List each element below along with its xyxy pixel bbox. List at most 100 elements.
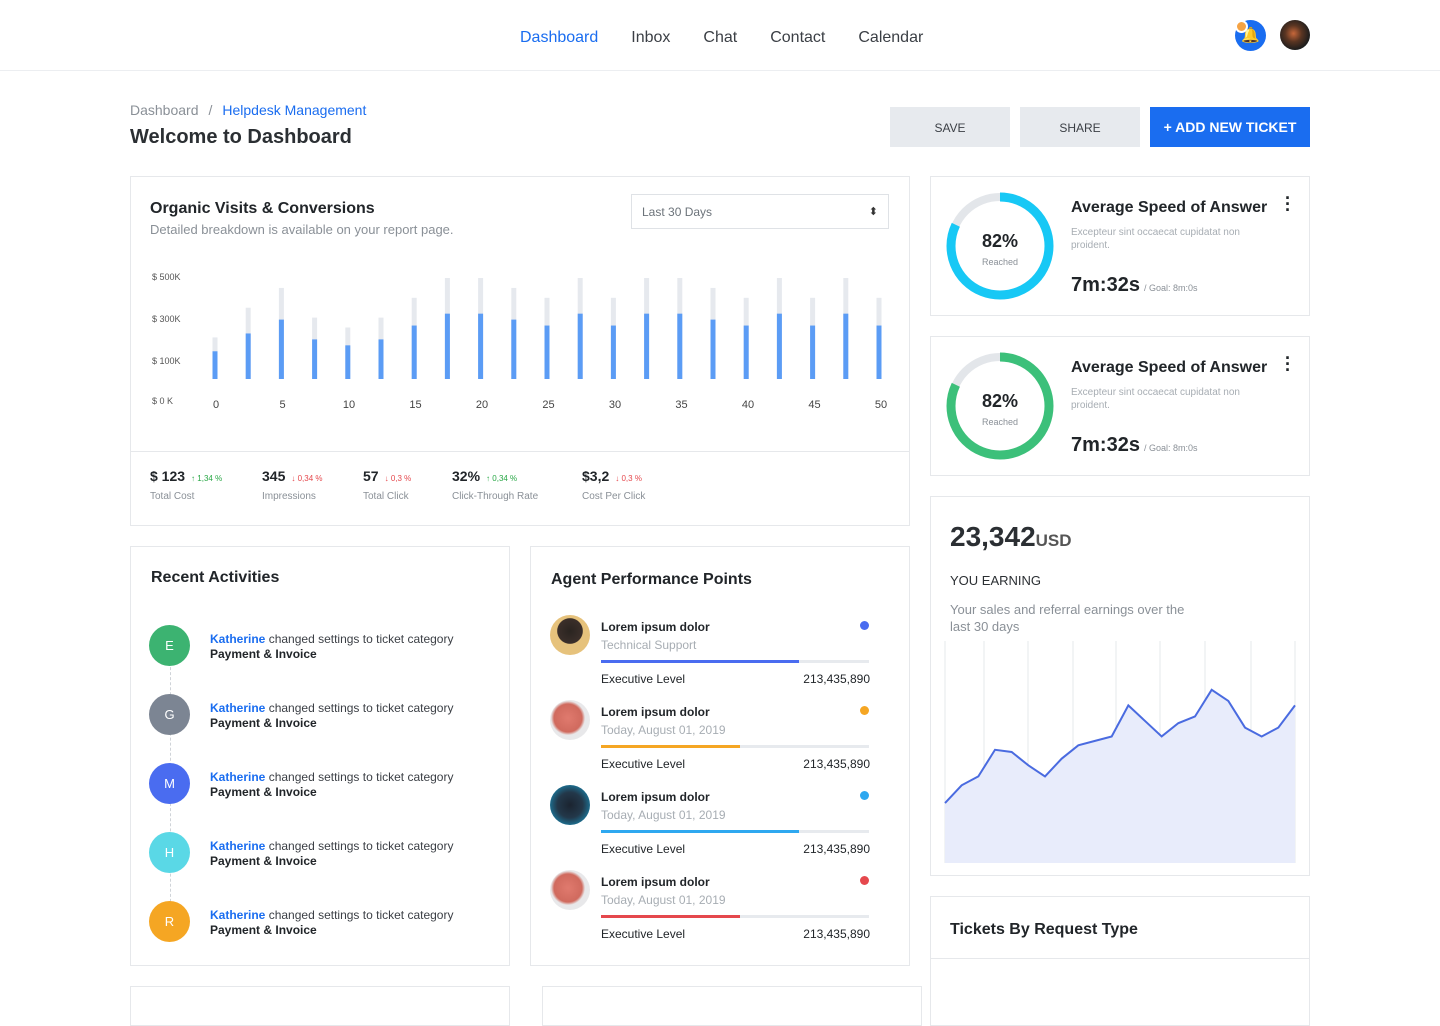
stat-value: $ 123 bbox=[150, 468, 185, 484]
stat-label: Click-Through Rate bbox=[452, 491, 538, 502]
agent-level: Executive Level bbox=[601, 672, 685, 686]
activity-action: changed settings to ticket category bbox=[269, 908, 454, 922]
date-range-select[interactable]: Last 30 Days bbox=[631, 194, 889, 229]
breadcrumb: Dashboard / Helpdesk Management bbox=[130, 102, 366, 118]
earning-value: 23,342 bbox=[950, 521, 1036, 552]
agent-avatar bbox=[550, 785, 590, 825]
time: 7m:32s bbox=[1071, 274, 1140, 296]
progress-bar bbox=[601, 745, 869, 748]
stat-value: 57 bbox=[363, 468, 379, 484]
activity-avatar: M bbox=[149, 763, 190, 804]
page-title: Welcome to Dashboard bbox=[130, 126, 352, 149]
nav-contact[interactable]: Contact bbox=[770, 29, 825, 47]
activity-user-link[interactable]: Katherine bbox=[210, 632, 265, 646]
bar-value bbox=[677, 314, 682, 379]
agent-points: 213,435,890 bbox=[803, 927, 870, 941]
bottom-card-middle bbox=[542, 986, 922, 1026]
notification-bell-icon[interactable]: 🔔 bbox=[1235, 20, 1266, 51]
agent-sub: Technical Support bbox=[601, 638, 696, 652]
agent-performance-card: Agent Performance Points Lorem ipsum dol… bbox=[530, 546, 910, 966]
card-title: Average Speed of Answer bbox=[1071, 359, 1267, 377]
agent-avatar bbox=[550, 615, 590, 655]
ring-caption: Reached bbox=[982, 417, 1018, 427]
earning-currency: USD bbox=[1036, 531, 1072, 550]
agent-points: 213,435,890 bbox=[803, 842, 870, 856]
card-title: Tickets By Request Type bbox=[950, 921, 1138, 939]
bar-value bbox=[711, 320, 716, 379]
activity-avatar: H bbox=[149, 832, 190, 873]
add-new-ticket-button[interactable]: + ADD NEW TICKET bbox=[1150, 107, 1310, 147]
agent-level: Executive Level bbox=[601, 927, 685, 941]
bar-value bbox=[445, 314, 450, 379]
y-tick-label: $ 300K bbox=[152, 314, 181, 324]
earning-amount: 23,342USD bbox=[950, 521, 1072, 553]
nav-dashboard[interactable]: Dashboard bbox=[520, 29, 598, 47]
agent-avatar bbox=[550, 870, 590, 910]
time: 7m:32s bbox=[1071, 434, 1140, 456]
bar-value bbox=[478, 314, 483, 379]
breadcrumb-current[interactable]: Helpdesk Management bbox=[222, 102, 366, 118]
average-speed-card: 82%Reached Average Speed of Answer ··· E… bbox=[930, 336, 1310, 476]
activity-user-link[interactable]: Katherine bbox=[210, 839, 265, 853]
breadcrumb-root[interactable]: Dashboard bbox=[130, 102, 199, 118]
progress-bar bbox=[601, 830, 869, 833]
x-tick-label: 30 bbox=[609, 399, 621, 411]
x-tick-label: 25 bbox=[542, 399, 554, 411]
area-fill bbox=[945, 690, 1295, 863]
agent-sub: Today, August 01, 2019 bbox=[601, 893, 726, 907]
progress-fill bbox=[601, 830, 799, 833]
stat-delta: ↑ 0,34 % bbox=[486, 474, 517, 483]
earning-desc: Your sales and referral earnings over th… bbox=[950, 601, 1190, 635]
activity-action: changed settings to ticket category bbox=[269, 701, 454, 715]
activity-user-link[interactable]: Katherine bbox=[210, 701, 265, 715]
bar-value bbox=[545, 326, 550, 379]
nav-calendar[interactable]: Calendar bbox=[858, 29, 923, 47]
agent-sub: Today, August 01, 2019 bbox=[601, 723, 726, 737]
divider bbox=[131, 451, 909, 452]
nav-inbox[interactable]: Inbox bbox=[631, 29, 670, 47]
share-button[interactable]: SHARE bbox=[1020, 107, 1140, 147]
x-tick-label: 35 bbox=[675, 399, 687, 411]
activity-avatar: G bbox=[149, 694, 190, 735]
stat-value: 345 bbox=[262, 468, 285, 484]
agent-name: Lorem ipsum dolor bbox=[601, 620, 710, 634]
save-button[interactable]: SAVE bbox=[890, 107, 1010, 147]
more-options-icon[interactable]: ··· bbox=[1285, 355, 1291, 373]
progress-fill bbox=[601, 915, 740, 918]
x-tick-label: 20 bbox=[476, 399, 488, 411]
agent-name: Lorem ipsum dolor bbox=[601, 875, 710, 889]
activity-avatar: E bbox=[149, 625, 190, 666]
bar-value bbox=[611, 326, 616, 379]
user-avatar[interactable] bbox=[1280, 20, 1310, 50]
stat-value: $3,2 bbox=[582, 468, 609, 484]
agent-level: Executive Level bbox=[601, 757, 685, 771]
stat-item: 345↓ 0,34 %Impressions bbox=[262, 468, 323, 502]
activity-text: Katherine changed settings to ticket cat… bbox=[210, 839, 453, 869]
x-tick-label: 45 bbox=[808, 399, 820, 411]
bar-value bbox=[777, 314, 782, 379]
recent-activities-card: Recent Activities E Katherine changed se… bbox=[130, 546, 510, 966]
bar-value bbox=[345, 345, 350, 379]
stat-delta: ↓ 0,34 % bbox=[291, 474, 322, 483]
ring-label: 82%Reached bbox=[945, 231, 1055, 270]
x-tick-label: 5 bbox=[279, 399, 285, 411]
stat-delta: ↓ 0,3 % bbox=[615, 474, 642, 483]
activity-user-link[interactable]: Katherine bbox=[210, 770, 265, 784]
more-options-icon[interactable]: ··· bbox=[1285, 195, 1291, 213]
x-tick-label: 15 bbox=[409, 399, 421, 411]
stat-item: 32%↑ 0,34 %Click-Through Rate bbox=[452, 468, 538, 502]
stat-label: Total Click bbox=[363, 491, 411, 502]
bar-value bbox=[511, 320, 516, 379]
average-speed-card: 82%Reached Average Speed of Answer ··· E… bbox=[930, 176, 1310, 316]
activity-text: Katherine changed settings to ticket cat… bbox=[210, 908, 453, 938]
breadcrumb-separator: / bbox=[209, 102, 213, 118]
y-tick-label: $ 500K bbox=[152, 272, 181, 282]
card-title: Agent Performance Points bbox=[551, 571, 752, 589]
status-dot bbox=[860, 621, 869, 630]
activity-user-link[interactable]: Katherine bbox=[210, 908, 265, 922]
bar-value bbox=[810, 326, 815, 379]
bar-value bbox=[312, 339, 317, 379]
divider bbox=[931, 958, 1309, 959]
stat-delta-value: 0,34 % bbox=[298, 474, 323, 483]
nav-chat[interactable]: Chat bbox=[703, 29, 737, 47]
